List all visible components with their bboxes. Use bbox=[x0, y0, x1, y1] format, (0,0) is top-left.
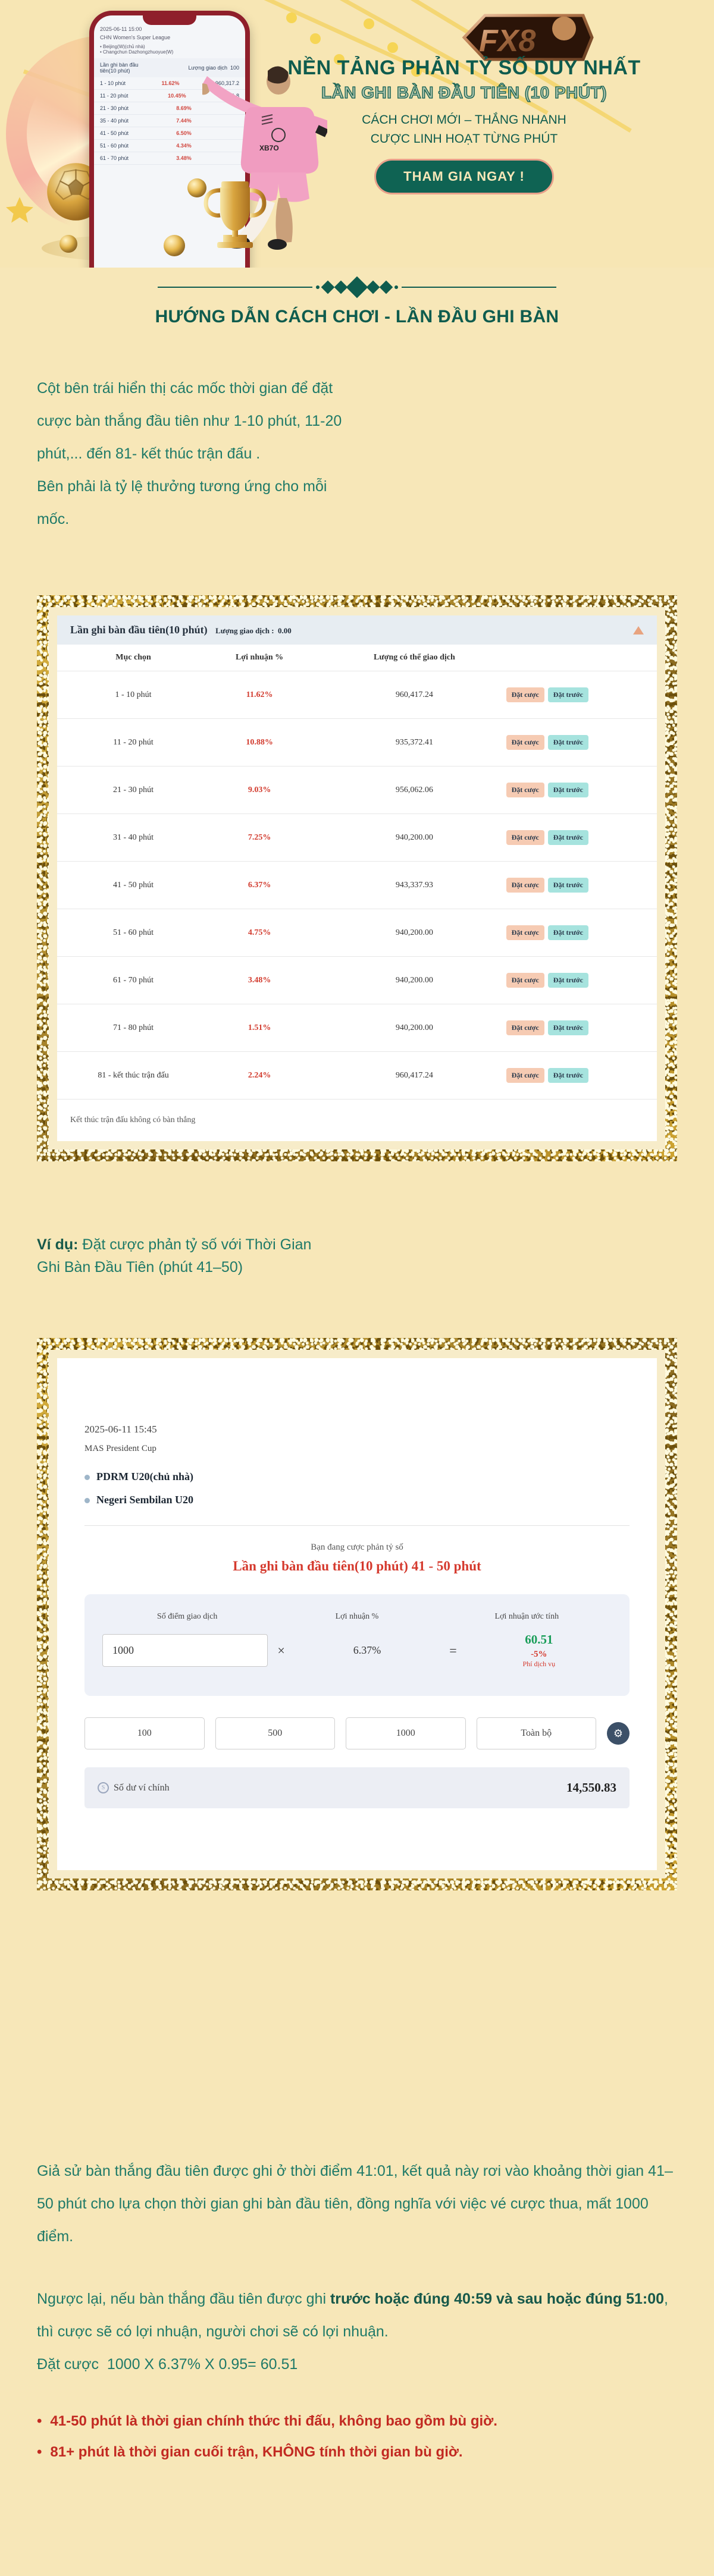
svg-text:FX8: FX8 bbox=[479, 24, 536, 58]
